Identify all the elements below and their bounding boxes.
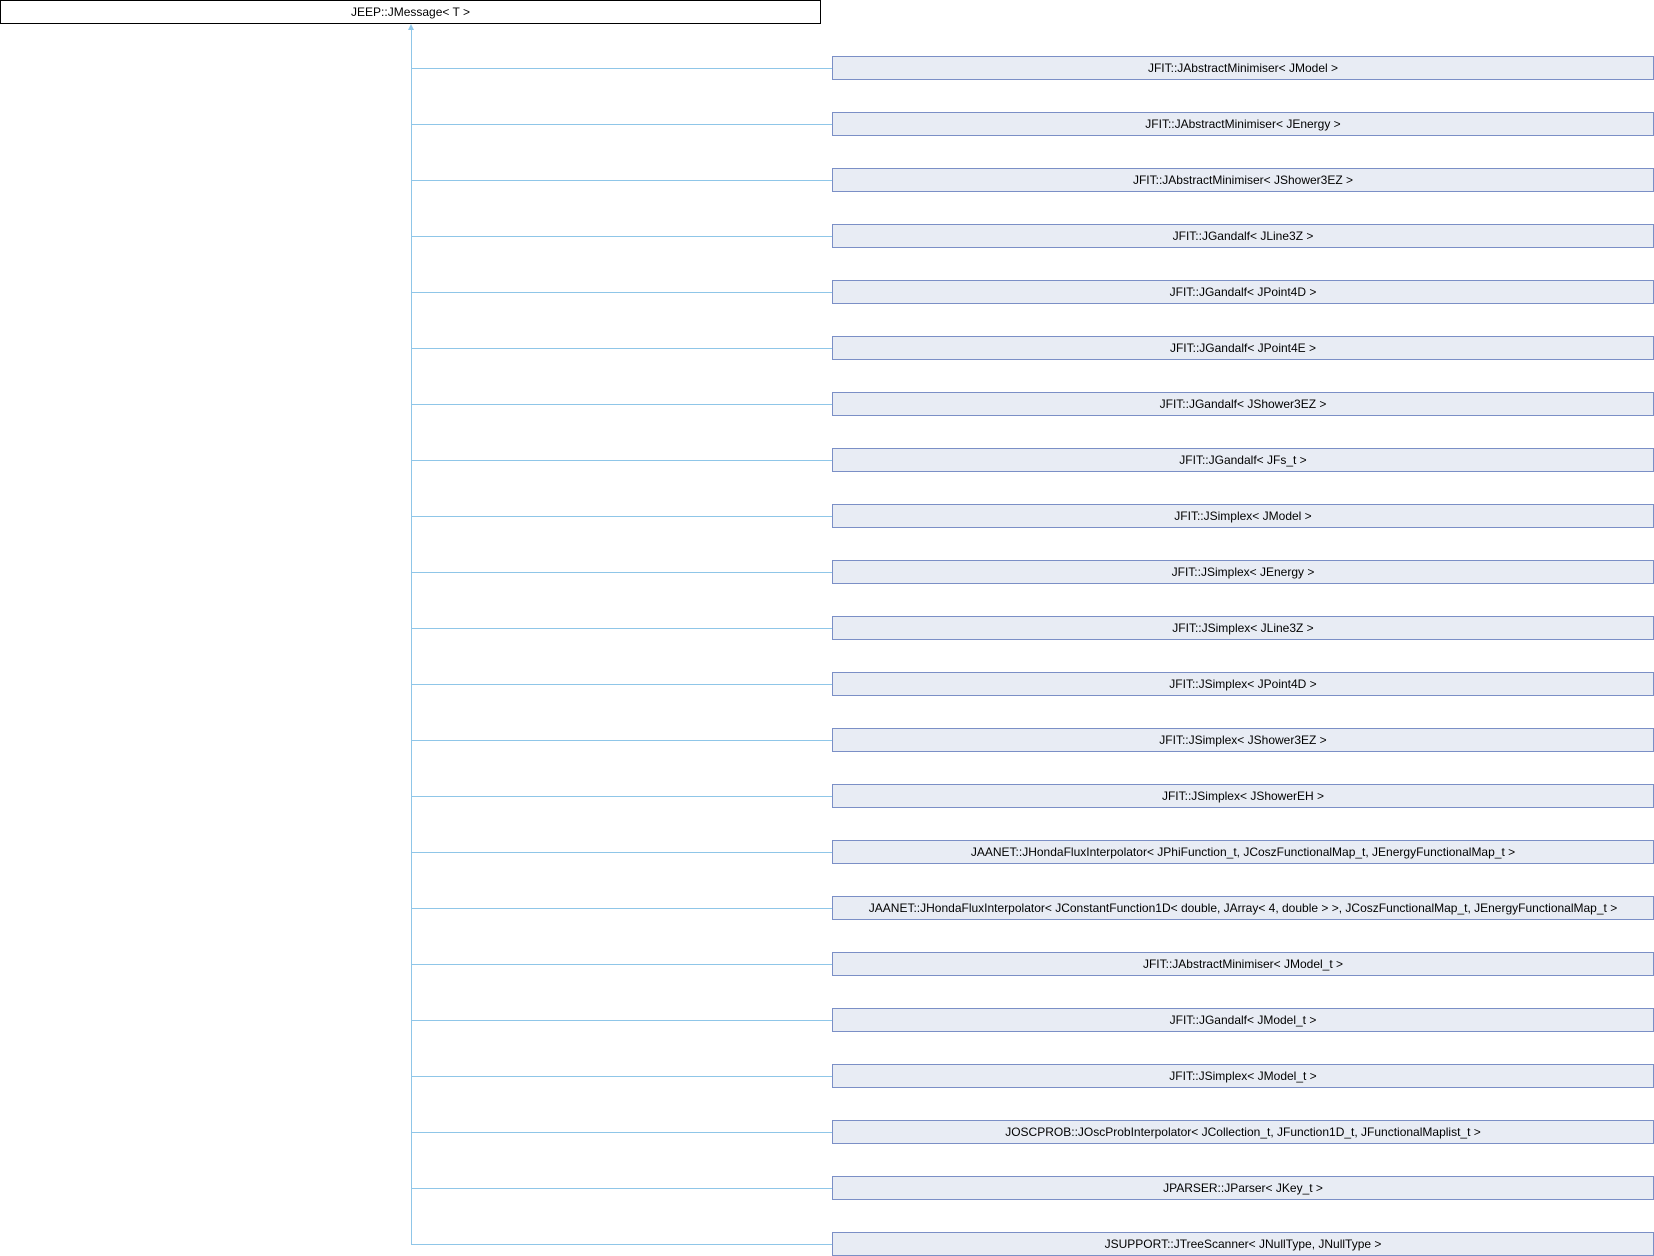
inheritance-trunk-line (411, 28, 412, 1244)
inheritance-edge (411, 740, 832, 741)
inheritance-edge (411, 628, 832, 629)
derived-class-node[interactable]: JFIT::JAbstractMinimiser< JEnergy > (832, 112, 1654, 136)
inheritance-edge (411, 348, 832, 349)
inheritance-edge (411, 68, 832, 69)
inheritance-edge (411, 964, 832, 965)
inheritance-edge (411, 1076, 832, 1077)
derived-class-node[interactable]: JFIT::JSimplex< JShower3EZ > (832, 728, 1654, 752)
derived-class-node[interactable]: JFIT::JSimplex< JPoint4D > (832, 672, 1654, 696)
inheritance-edge (411, 684, 832, 685)
inheritance-edge (411, 1020, 832, 1021)
derived-class-node[interactable]: JFIT::JAbstractMinimiser< JShower3EZ > (832, 168, 1654, 192)
derived-class-node[interactable]: JAANET::JHondaFluxInterpolator< JConstan… (832, 896, 1654, 920)
derived-class-node[interactable]: JFIT::JSimplex< JModel_t > (832, 1064, 1654, 1088)
derived-class-node[interactable]: JFIT::JSimplex< JShowerEH > (832, 784, 1654, 808)
inheritance-edge (411, 908, 832, 909)
inheritance-edge (411, 1132, 832, 1133)
inheritance-edge (411, 292, 832, 293)
inheritance-edge (411, 180, 832, 181)
inheritance-edge (411, 796, 832, 797)
derived-class-node[interactable]: JSUPPORT::JTreeScanner< JNullType, JNull… (832, 1232, 1654, 1256)
derived-class-node[interactable]: JFIT::JGandalf< JPoint4E > (832, 336, 1654, 360)
inheritance-edge (411, 1244, 832, 1245)
inheritance-edge (411, 404, 832, 405)
inheritance-edge (411, 460, 832, 461)
derived-class-node[interactable]: JFIT::JAbstractMinimiser< JModel > (832, 56, 1654, 80)
inheritance-edge (411, 852, 832, 853)
derived-class-node[interactable]: JFIT::JGandalf< JShower3EZ > (832, 392, 1654, 416)
derived-class-node[interactable]: JFIT::JSimplex< JEnergy > (832, 560, 1654, 584)
derived-class-node[interactable]: JFIT::JSimplex< JModel > (832, 504, 1654, 528)
derived-class-node[interactable]: JPARSER::JParser< JKey_t > (832, 1176, 1654, 1200)
base-class-node[interactable]: JEEP::JMessage< T > (0, 0, 821, 24)
derived-class-node[interactable]: JAANET::JHondaFluxInterpolator< JPhiFunc… (832, 840, 1654, 864)
inheritance-edge (411, 1188, 832, 1189)
derived-class-node[interactable]: JOSCPROB::JOscProbInterpolator< JCollect… (832, 1120, 1654, 1144)
derived-class-node[interactable]: JFIT::JAbstractMinimiser< JModel_t > (832, 952, 1654, 976)
inheritance-arrow-icon (408, 24, 414, 30)
derived-class-node[interactable]: JFIT::JGandalf< JLine3Z > (832, 224, 1654, 248)
derived-class-node[interactable]: JFIT::JGandalf< JPoint4D > (832, 280, 1654, 304)
inheritance-edge (411, 236, 832, 237)
inheritance-edge (411, 124, 832, 125)
derived-class-node[interactable]: JFIT::JGandalf< JModel_t > (832, 1008, 1654, 1032)
inheritance-edge (411, 516, 832, 517)
derived-class-node[interactable]: JFIT::JGandalf< JFs_t > (832, 448, 1654, 472)
inheritance-edge (411, 572, 832, 573)
derived-class-node[interactable]: JFIT::JSimplex< JLine3Z > (832, 616, 1654, 640)
